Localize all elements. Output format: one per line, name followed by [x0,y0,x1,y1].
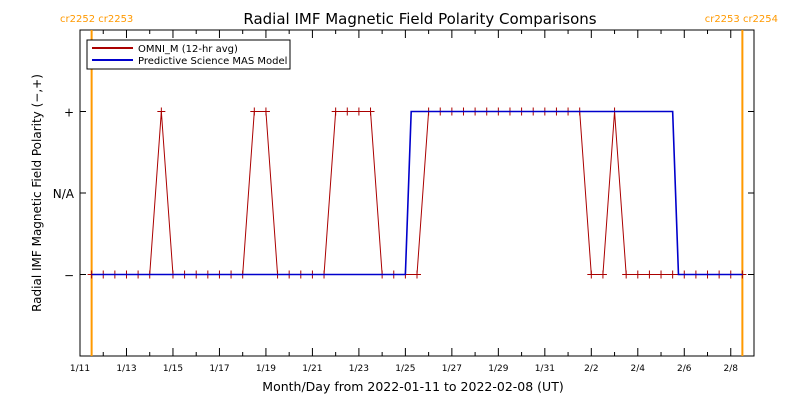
legend-label-mas: Predictive Science MAS Model [138,56,287,67]
y-axis-label: Radial IMF Magnetic Field Polarity (−,+) [30,74,44,312]
x-tick-label: 1/13 [116,364,136,374]
data-point [331,107,340,116]
y-tick-label: + [64,106,74,120]
data-point [622,270,631,279]
x-axis-label: Month/Day from 2022-01-11 to 2022-02-08 … [262,379,563,394]
x-tick-label: 1/31 [535,364,555,374]
data-point [668,270,677,279]
x-tick-label: 1/23 [349,364,369,374]
x-tick-label: 1/19 [256,364,276,374]
x-tick-label: 1/17 [209,364,229,374]
data-point [366,107,375,116]
x-tick-label: 2/8 [724,364,739,374]
plot-frame [79,29,755,357]
y-axis-ticks: − N/A + [53,106,754,283]
data-point [343,107,352,116]
series-lines [87,107,747,279]
x-tick-label: 1/15 [163,364,183,374]
legend-box [86,39,291,70]
series-line-0 [91,111,743,275]
x-tick-label: 1/25 [395,364,415,374]
data-point [645,270,654,279]
data-point [598,270,607,279]
carrington-marker-label: cr2253 cr2254 [705,14,778,25]
carrington-markers: cr2252 cr2253 cr2253 cr2254 [60,14,778,356]
x-axis-ticks: 1/11 1/13 1/15 1/17 1/19 1/21 1/23 1/25 1/27 1/29… [70,30,755,374]
x-tick-label: 2/4 [631,364,646,374]
carrington-marker-label: cr2252 cr2253 [60,14,133,25]
x-tick-label: 2/6 [677,364,692,374]
data-point [587,270,596,279]
legend-label-omni: OMNI_M (12-hr avg) [138,44,238,55]
chart-title: Radial IMF Magnetic Field Polarity Compa… [243,10,596,28]
x-tick-label: 2/2 [584,364,598,374]
x-tick-label: 1/29 [488,364,508,374]
data-point [354,107,363,116]
x-tick-label: 1/27 [442,364,462,374]
data-point [413,270,421,279]
y-tick-label: − [64,269,74,283]
data-point [633,270,642,279]
series-line-1 [91,110,743,276]
x-tick-label: 1/21 [302,364,322,374]
legend: OMNI_M (12-hr avg) Predictive Science MA… [86,39,291,70]
data-point [261,107,270,116]
data-point [250,107,259,116]
x-tick-label: 1/11 [70,364,90,374]
y-tick-label: N/A [53,187,75,201]
data-point [157,107,166,116]
data-point [657,270,666,279]
